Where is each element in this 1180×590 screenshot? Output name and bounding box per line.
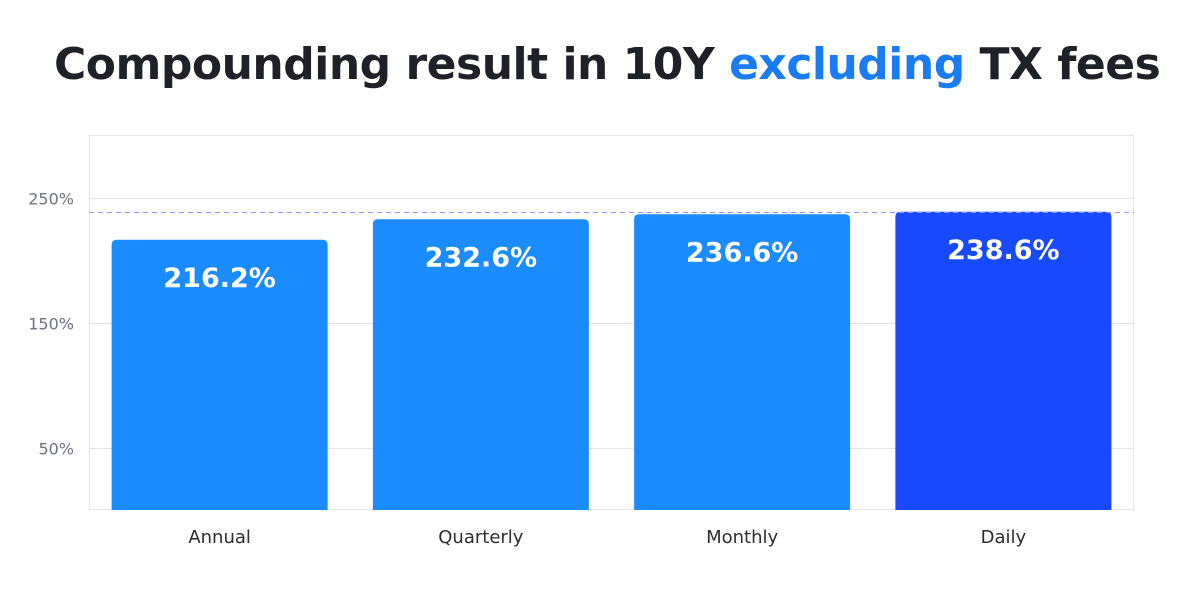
- category-label: Daily: [981, 527, 1027, 548]
- bar-value-label: 232.6%: [425, 242, 537, 273]
- chart-title-prefix: Compounding result in 10Y: [54, 39, 730, 90]
- labels: 50% 150% 250% 216.2% Annual 232.6% Quarterly 23…: [28, 190, 1059, 549]
- category-label: Annual: [188, 527, 251, 548]
- bar-value-label: 238.6%: [947, 235, 1059, 266]
- category-label: Quarterly: [438, 527, 524, 548]
- chart-title: Compounding result in 10Y excluding TX f…: [54, 36, 1161, 94]
- bars: [111, 211, 1112, 510]
- plot-frame: [89, 135, 1134, 510]
- bar: [634, 214, 851, 510]
- y-tick-label: 150%: [28, 315, 74, 334]
- bar: [111, 239, 328, 510]
- y-tick-label: 250%: [28, 190, 74, 209]
- category-label: Monthly: [706, 527, 778, 548]
- chart-title-highlight: excluding: [729, 39, 965, 90]
- y-tick-label: 50%: [38, 440, 74, 459]
- bar-value-label: 216.2%: [163, 263, 275, 294]
- bar: [372, 219, 589, 510]
- chart-title-suffix: TX fees: [964, 39, 1161, 90]
- bar-value-label: 236.6%: [686, 237, 798, 268]
- bar: [895, 211, 1112, 510]
